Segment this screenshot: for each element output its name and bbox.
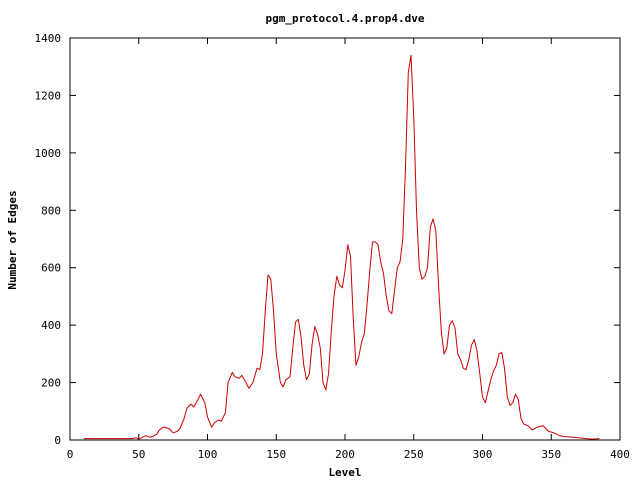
x-axis-label: Level bbox=[328, 466, 361, 479]
x-tick-label: 50 bbox=[132, 448, 145, 461]
x-tick-label: 350 bbox=[541, 448, 561, 461]
x-tick-label: 100 bbox=[198, 448, 218, 461]
y-tick-label: 200 bbox=[41, 377, 61, 390]
x-tick-label: 400 bbox=[610, 448, 630, 461]
y-axis-label: Number of Edges bbox=[6, 190, 19, 289]
x-tick-label: 300 bbox=[473, 448, 493, 461]
x-tick-label: 0 bbox=[67, 448, 74, 461]
y-tick-label: 1000 bbox=[35, 147, 62, 160]
series-line bbox=[83, 54, 600, 440]
y-tick-label: 1200 bbox=[35, 89, 62, 102]
y-tick-label: 1400 bbox=[35, 32, 62, 45]
y-tick-label: 400 bbox=[41, 319, 61, 332]
chart-title: pgm_protocol.4.prop4.dve bbox=[266, 12, 425, 25]
x-tick-label: 250 bbox=[404, 448, 424, 461]
y-tick-label: 800 bbox=[41, 204, 61, 217]
axis-ticks: 0 200 400 600 800 1000 1200 1400 0 50 100 150 200 250… bbox=[35, 32, 630, 461]
plot-frame bbox=[69, 37, 621, 441]
y-tick-label: 0 bbox=[54, 434, 61, 447]
x-tick-label: 200 bbox=[335, 448, 355, 461]
y-tick-label: 600 bbox=[41, 262, 61, 275]
x-tick-label: 150 bbox=[266, 448, 286, 461]
series-layer bbox=[83, 54, 600, 440]
